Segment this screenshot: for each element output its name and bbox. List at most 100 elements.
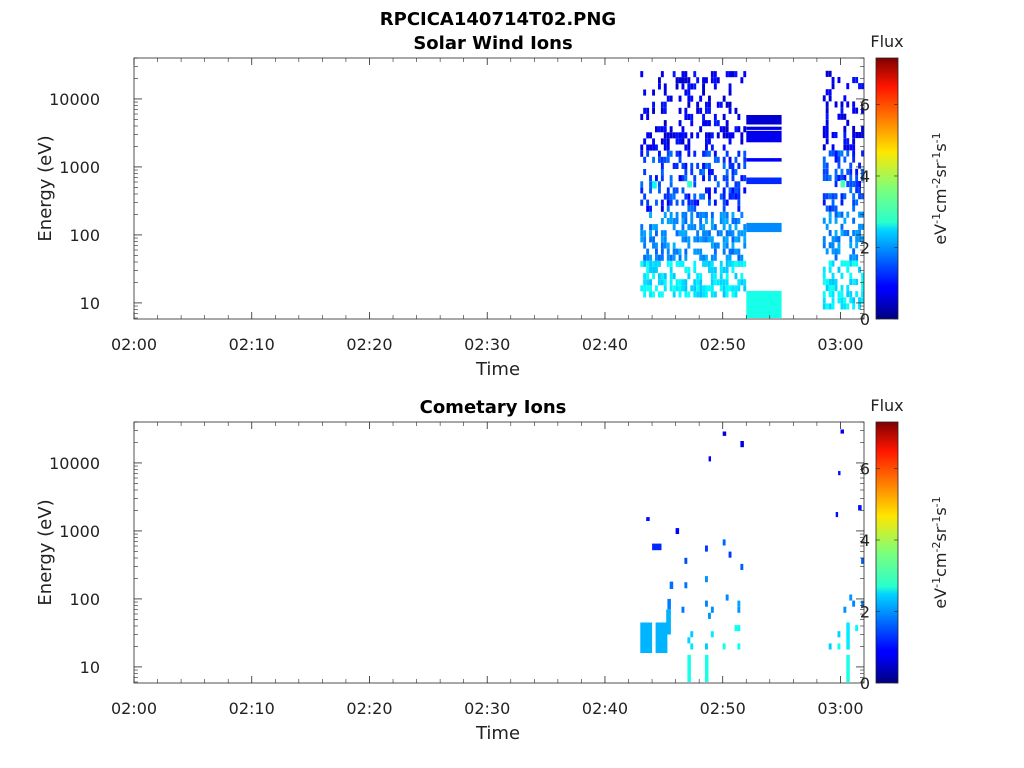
data-cell <box>660 279 664 286</box>
data-cell <box>849 162 853 169</box>
data-cell <box>708 150 711 157</box>
data-cell <box>840 303 844 310</box>
data-cell <box>690 199 694 206</box>
data-cell <box>666 218 670 225</box>
data-cell <box>649 291 652 298</box>
x-tick-label: 02:00 <box>111 335 157 354</box>
data-cell <box>725 260 729 267</box>
data-cell <box>728 162 732 169</box>
data-cell <box>696 77 700 84</box>
data-cell <box>716 77 720 84</box>
data-cell <box>713 279 717 286</box>
data-cell <box>852 217 856 224</box>
data-cell <box>725 101 729 108</box>
data-cell <box>681 71 685 78</box>
data-cell <box>852 248 856 255</box>
data-cell <box>861 168 864 175</box>
data-cell <box>672 132 676 139</box>
data-cell <box>855 625 859 632</box>
data-cell <box>837 643 841 650</box>
data-cell <box>690 643 694 650</box>
data-cell <box>660 71 664 78</box>
data-cell <box>681 77 685 84</box>
data-cell <box>672 285 676 292</box>
data-cell <box>837 162 841 169</box>
data-cell <box>663 83 667 90</box>
data-cell <box>834 217 838 224</box>
data-cell <box>687 193 691 200</box>
data-cell <box>655 242 658 249</box>
data-cell <box>837 236 841 243</box>
data-cell <box>678 248 682 255</box>
data-cell <box>658 150 661 157</box>
data-cell <box>713 113 717 120</box>
data-cell <box>840 272 844 279</box>
data-cell <box>825 248 829 255</box>
data-cell <box>719 273 723 280</box>
data-cell <box>834 248 838 255</box>
data-cell <box>825 205 829 212</box>
data-cell <box>684 144 688 151</box>
data-cell <box>696 248 700 255</box>
data-cell <box>681 132 685 139</box>
data-cell <box>660 175 664 182</box>
data-cell <box>646 279 650 286</box>
data-cell <box>831 132 835 139</box>
data-cell <box>734 260 738 267</box>
data-cell <box>822 272 826 279</box>
data-cell <box>743 175 747 182</box>
data-cell <box>734 126 738 133</box>
data-cell <box>687 150 691 157</box>
data-cell <box>702 254 705 261</box>
data-cell <box>655 254 658 261</box>
data-cell <box>687 181 693 188</box>
data-cell <box>684 248 688 255</box>
data-cell <box>822 132 826 139</box>
data-cell <box>643 291 647 298</box>
data-cell <box>831 272 835 279</box>
data-cell <box>646 517 650 521</box>
data-cell <box>834 236 838 243</box>
data-cell <box>699 285 703 292</box>
data-cell <box>834 285 838 292</box>
data-cell <box>669 279 673 286</box>
data-cell <box>708 107 711 114</box>
data-cell <box>660 242 664 249</box>
data-cell <box>852 107 856 114</box>
data-cell <box>837 242 841 249</box>
data-cell <box>743 156 747 163</box>
data-cell <box>743 162 747 169</box>
data-cell <box>655 224 658 231</box>
data-cell <box>708 199 711 206</box>
data-cell <box>822 291 826 298</box>
data-cell <box>710 236 714 243</box>
data-cell <box>713 156 717 163</box>
data-cell <box>834 278 838 285</box>
data-cell <box>731 193 735 200</box>
data-cell <box>684 77 688 84</box>
data-cell <box>663 279 667 286</box>
data-cell <box>731 211 735 218</box>
data-cell <box>855 242 859 249</box>
data-cell <box>672 218 676 225</box>
data-cell <box>669 273 673 280</box>
data-cell <box>660 236 664 243</box>
data-cell <box>658 83 661 90</box>
data-cell <box>861 150 864 157</box>
data-cell <box>737 248 741 255</box>
data-cell <box>831 242 835 249</box>
data-cell <box>825 125 829 132</box>
data-cell <box>643 230 647 237</box>
data-cell <box>658 187 661 194</box>
data-cell <box>828 266 832 273</box>
data-cell <box>649 285 652 292</box>
data-cell <box>702 169 705 176</box>
data-cell <box>846 622 850 650</box>
data-cell <box>725 150 729 157</box>
data-cell <box>646 144 650 151</box>
data-cell <box>719 230 723 237</box>
data-cell <box>705 138 708 145</box>
data-cell <box>713 71 717 78</box>
data-cell <box>643 138 647 145</box>
data-cell <box>678 254 682 261</box>
